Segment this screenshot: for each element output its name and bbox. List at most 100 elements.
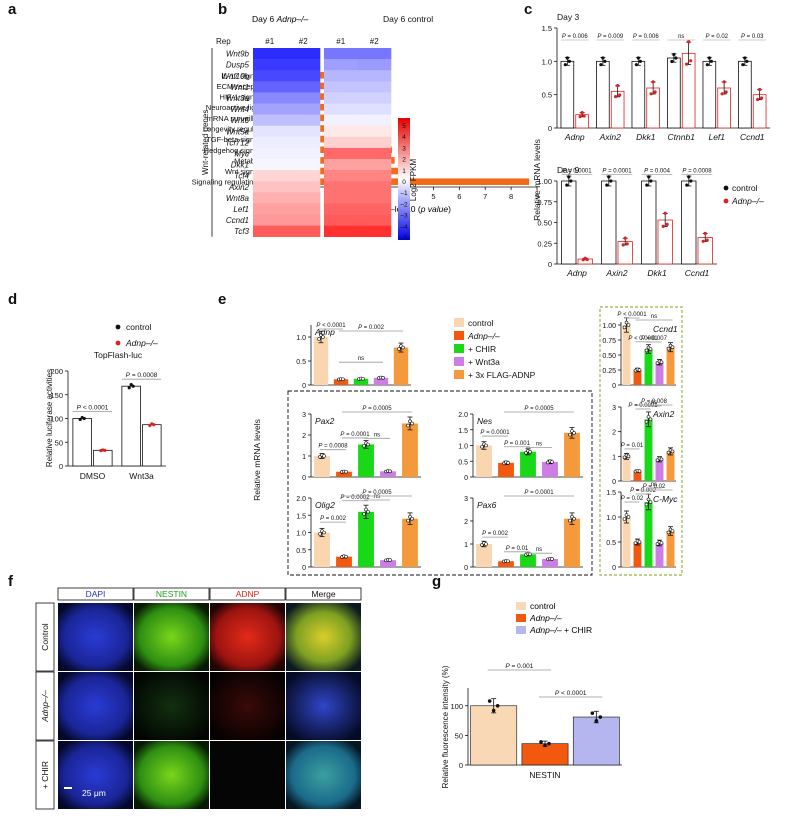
data-point [756, 97, 760, 102]
data-point [649, 92, 653, 96]
panel-letter-e: e [218, 291, 226, 308]
p-value-label: P = 0.002 [358, 325, 385, 331]
row-label: Wnt9b [226, 50, 250, 59]
bar-control [560, 60, 575, 129]
tick-label: 1.0 [296, 531, 306, 538]
heatmap-cell [286, 170, 321, 182]
heatmap-cell [286, 81, 321, 93]
data-point [547, 741, 551, 746]
data-point [362, 443, 366, 448]
p-value-label: P = 0.0005 [524, 406, 554, 412]
tick-label: 1.00 [602, 323, 616, 330]
bar-control [641, 180, 657, 265]
heatmap-cell [286, 203, 321, 215]
p-value-label: P = 0.0008 [126, 372, 158, 379]
data-point [565, 56, 569, 60]
tick-label: 1 [464, 542, 468, 549]
data-point [689, 59, 693, 63]
colorbar-tick: 5 [402, 123, 406, 130]
tick-label: 0.5 [606, 540, 616, 547]
data-point [78, 417, 82, 422]
category-label: Dkk1 [636, 132, 656, 142]
data-point [344, 469, 348, 474]
p-value-label: ns [358, 356, 364, 362]
bar [655, 459, 664, 481]
data-point [666, 450, 671, 455]
bar [622, 325, 631, 385]
data-point [568, 518, 572, 523]
data-point [705, 63, 709, 67]
bar [358, 444, 374, 477]
row-header-box [35, 671, 55, 741]
bar-control [631, 60, 646, 129]
heatmap-cell [253, 203, 287, 215]
heatmap-cell [286, 103, 321, 115]
tick-label: 0.5 [542, 91, 552, 100]
bar [633, 542, 642, 567]
legend-marker [723, 198, 729, 204]
p-value-label: P = 0.0001 [340, 432, 370, 438]
data-point [687, 40, 691, 44]
tick-label: 0 [612, 479, 616, 486]
y-axis-label: Relative fluorescence intensity (%) [441, 665, 450, 788]
data-point [605, 183, 609, 187]
bar [470, 705, 518, 766]
tick-label: 0.75 [537, 198, 552, 207]
bar-control [702, 60, 717, 129]
heatmap-cell [253, 181, 287, 193]
bar [520, 554, 536, 567]
p-value-label: P < 0.0001 [555, 690, 587, 697]
colorbar-tick: 4 [402, 134, 406, 141]
legend-label: control [126, 322, 152, 332]
data-point [572, 516, 576, 521]
micrograph [134, 741, 209, 809]
heatmap-cell [324, 147, 358, 160]
bar [572, 716, 620, 766]
legend-label: Adnp–/– [467, 331, 500, 341]
data-point [648, 500, 653, 504]
heatmap-cell [324, 136, 358, 149]
micrograph [58, 741, 133, 809]
data-point [720, 92, 724, 96]
heatmap-cell [286, 192, 321, 204]
p-value-label: ns [536, 547, 542, 553]
legend-label: + 3x FLAG-ADNP [468, 370, 536, 380]
data-point [622, 517, 627, 521]
p-value-label: P = 0.001 [505, 663, 533, 670]
column-label: #1 [265, 37, 274, 46]
data-point [634, 63, 638, 67]
bar [666, 451, 675, 481]
heatmap-cell [357, 159, 392, 171]
bar [373, 377, 389, 385]
heatmap-cell [324, 103, 358, 115]
tick-label: 3 [612, 405, 616, 412]
category-label: Ccnd1 [685, 268, 710, 278]
data-point [127, 386, 131, 390]
colorbar-title: Log2 FPKM [409, 159, 418, 202]
panel-letter-g: g [432, 573, 441, 590]
bar [520, 451, 536, 477]
heatmap-cell [357, 114, 392, 126]
tick-label: 3 [302, 412, 306, 419]
row-label: Wnt10b [221, 72, 249, 81]
bar [336, 471, 352, 477]
x-axis-label: NESTIN [529, 770, 560, 780]
legend-swatch [454, 318, 464, 327]
data-point [661, 224, 665, 228]
data-point [550, 460, 554, 464]
legend-label: Adnp–/– [125, 338, 158, 348]
tick-label: 1.5 [542, 24, 552, 33]
data-point [687, 175, 691, 179]
tick-label: 0.5 [296, 359, 306, 366]
data-point [568, 432, 572, 437]
bar [402, 423, 418, 477]
data-point [659, 360, 664, 365]
subplot-pax2: 0 1 2 3 Pax2 P = 0.0008 P = 0.0001 ns P = 0.0005 [302, 406, 421, 482]
bar [666, 531, 675, 567]
data-point [646, 415, 651, 419]
legend-label: Adnp–/– + CHIR [529, 625, 592, 635]
p-value-label: P = 0.0005 [362, 490, 392, 496]
tick-label: 7 [483, 192, 487, 201]
category-label: Signaling regulating pluripotency [192, 178, 301, 187]
